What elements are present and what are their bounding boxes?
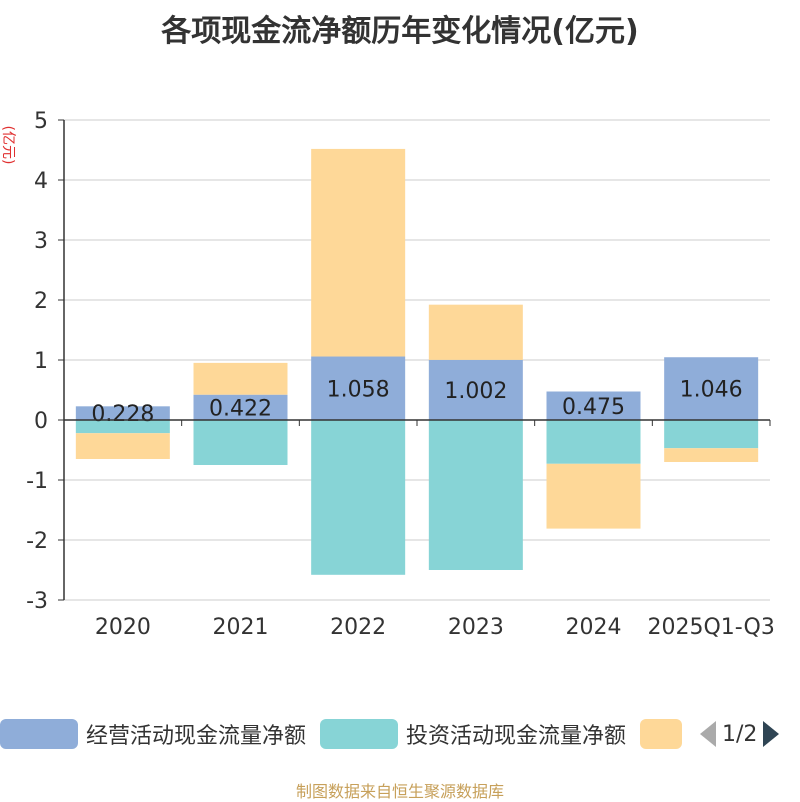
bar-operating (75, 406, 170, 420)
y-tick-label: 0 (34, 409, 48, 434)
bar-financing (193, 362, 288, 395)
legend-next-arrow-icon[interactable] (763, 721, 780, 747)
bar-financing (546, 463, 641, 529)
y-tick-label: 2 (34, 289, 48, 314)
chart-title: 各项现金流净额历年变化情况(亿元) (161, 14, 639, 49)
bar-operating (664, 357, 759, 420)
bar-financing (428, 304, 523, 360)
x-tick-label: 2024 (566, 615, 622, 640)
legend-item-financing[interactable] (640, 716, 682, 752)
data-label: 0.475 (562, 395, 625, 420)
bar-operating (546, 391, 641, 420)
data-label: 0.422 (209, 396, 272, 421)
y-tick-label: 3 (34, 229, 48, 254)
y-tick-label: -1 (26, 469, 48, 494)
x-tick-label: 2025Q1-Q3 (647, 615, 774, 640)
bar-financing (664, 448, 759, 462)
bar-investing (428, 420, 523, 570)
bar-financing (311, 148, 406, 357)
bar-investing (664, 420, 759, 449)
data-label: 0.228 (91, 402, 154, 427)
legend-page-indicator: 1/2 (722, 721, 758, 747)
data-label: 1.046 (680, 378, 743, 403)
bar-operating (311, 356, 406, 420)
x-tick-label: 2023 (448, 615, 504, 640)
x-tick-label: 2022 (330, 615, 386, 640)
legend-item-operating[interactable]: 经营活动现金流量净额 (0, 716, 306, 752)
source-footer: 制图数据来自恒生聚源数据库 (295, 782, 504, 801)
legend-label-operating: 经营活动现金流量净额 (86, 724, 307, 749)
bar-operating (193, 394, 288, 420)
bar-operating (428, 359, 523, 420)
bar-investing (75, 420, 170, 434)
legend-pager: 1/2 (700, 716, 780, 752)
data-label: 1.058 (327, 377, 390, 402)
y-tick-label: 4 (34, 169, 48, 194)
bar-financing (75, 433, 170, 459)
bar-investing (546, 420, 641, 464)
bar-investing (311, 420, 406, 575)
y-axis-label: (亿元) (0, 126, 16, 165)
legend-item-investing[interactable]: 投资活动现金流量净额 (320, 716, 626, 752)
y-tick-label: 1 (34, 349, 48, 374)
x-tick-label: 2020 (95, 615, 151, 640)
legend-prev-arrow-icon[interactable] (700, 721, 716, 747)
legend-label-investing: 投资活动现金流量净额 (406, 724, 627, 749)
y-tick-label: 5 (34, 109, 48, 134)
legend-swatch-operating (0, 719, 78, 749)
data-label: 1.002 (444, 379, 507, 404)
legend-swatch-investing (320, 719, 398, 749)
x-tick-label: 2021 (213, 615, 269, 640)
bar-investing (193, 420, 288, 465)
y-tick-label: -3 (26, 589, 48, 614)
legend-swatch-financing (640, 719, 682, 749)
y-tick-label: -2 (26, 529, 48, 554)
legend: 经营活动现金流量净额 投资活动现金流量净额 1/2 (0, 716, 800, 756)
